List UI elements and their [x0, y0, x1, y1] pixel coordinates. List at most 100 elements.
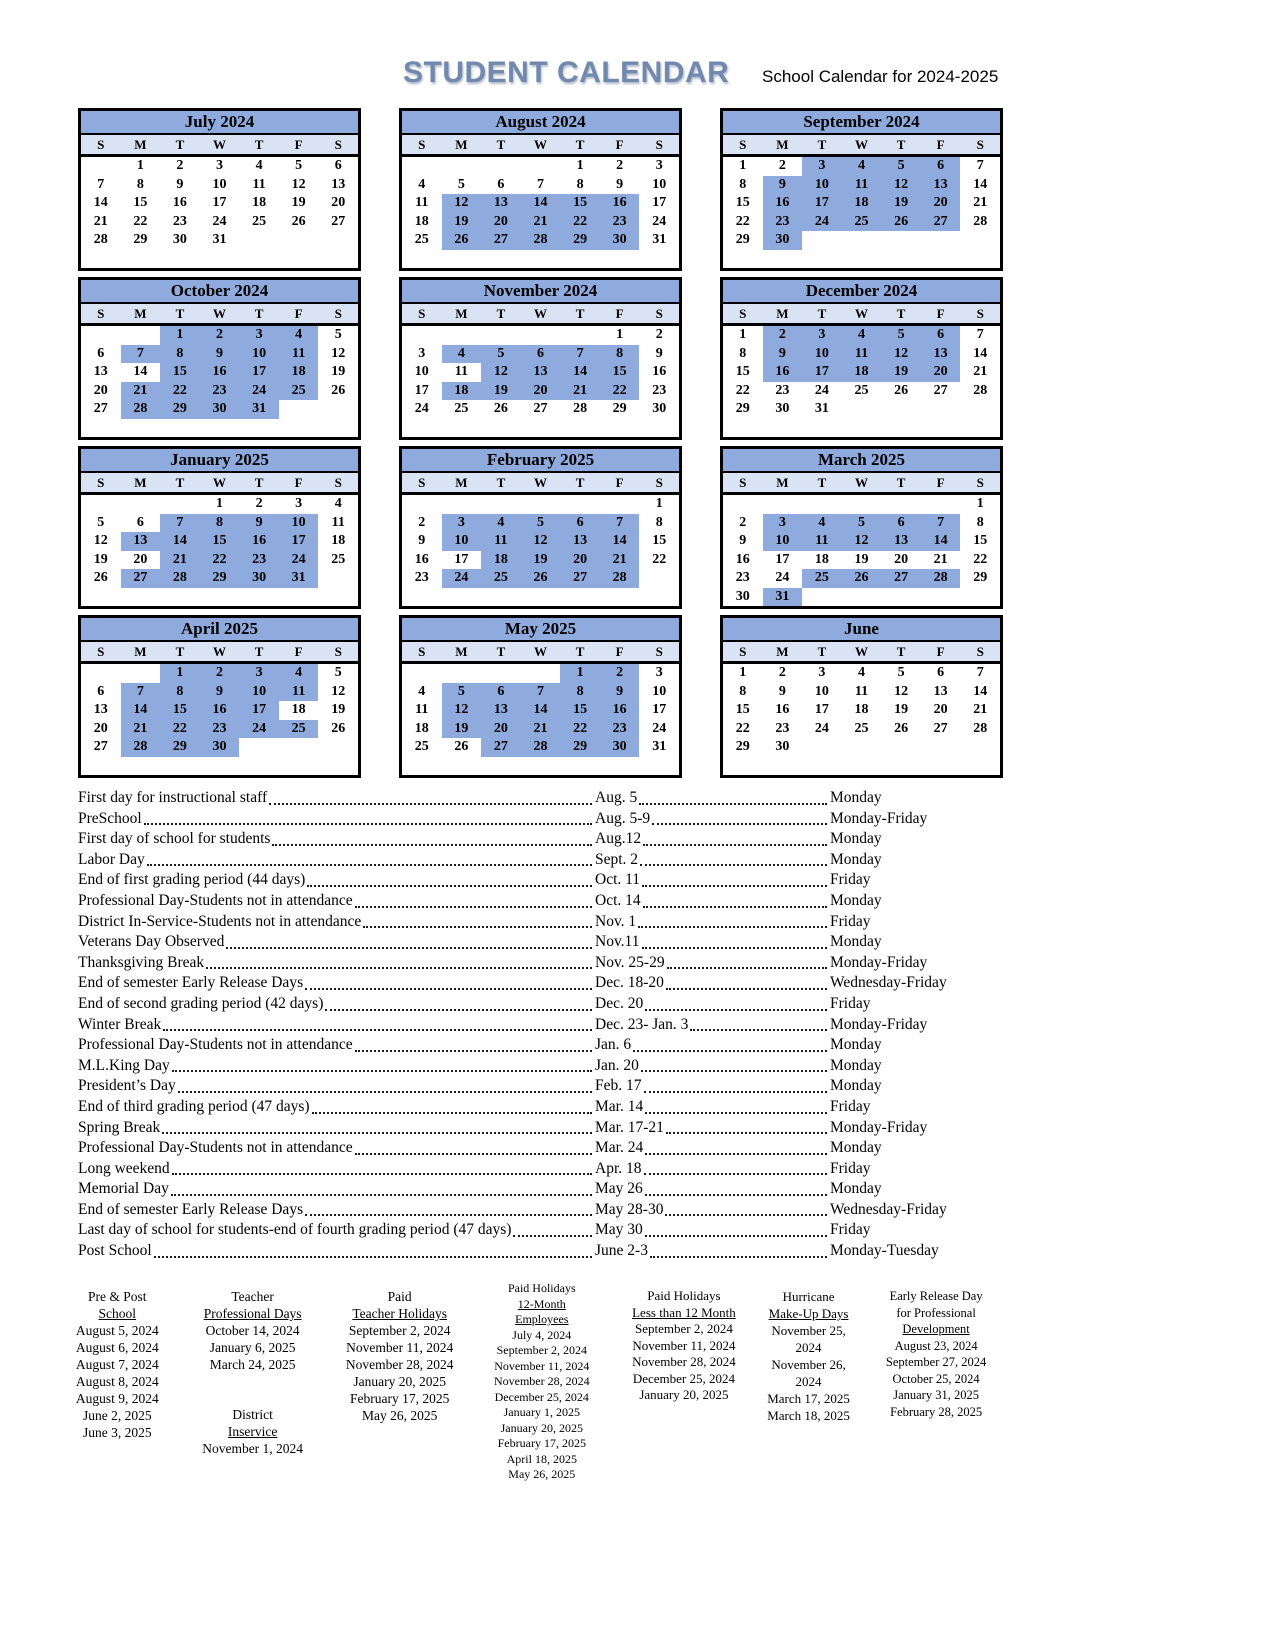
key-date-label-wrap: Professional Day-Students not in attenda… — [78, 891, 595, 912]
day-cell: 10 — [414, 364, 429, 380]
day-cell: 20 — [894, 551, 909, 567]
day-cell — [560, 757, 600, 776]
footer-column-date: May 26, 2025 — [361, 1408, 438, 1423]
day-cell: 3 — [418, 345, 426, 361]
key-date-value-wrap: Dec. 18-20 — [595, 973, 830, 994]
month-august-2024: August 2024 S M T W T F S 1 2 3 4 5 6 7 8 9 10 11 12 13 14 15 1… — [399, 108, 682, 271]
leader-dots — [641, 891, 830, 912]
key-date-value-wrap: Nov. 25-29 — [595, 953, 830, 974]
day-cell — [802, 419, 842, 438]
day-cell: 18 — [331, 533, 346, 549]
key-date-label: Spring Break — [78, 1118, 161, 1136]
leader-dots — [643, 994, 830, 1015]
month-days: 1 2 3 4 5 6 7 8 9 10 11 12 13 14 15 16 17 18 19 20 21 22 23 24 2… — [723, 326, 1000, 437]
day-cell: 7 — [976, 665, 984, 681]
key-date-value: Mar. 17-21 — [595, 1118, 664, 1136]
day-cell-school-day: 8 — [160, 682, 200, 701]
day-cell-school-day: 12 — [881, 344, 921, 363]
weekday-label: M — [455, 644, 468, 659]
key-date-value-wrap: Dec. 23- Jan. 3 — [595, 1015, 830, 1036]
key-date-value: May 26 — [595, 1180, 643, 1198]
day-cell: 7 — [536, 176, 544, 192]
day-cell — [279, 231, 319, 250]
leader-dots — [640, 870, 830, 891]
day-cell — [81, 157, 121, 176]
day-cell-school-day: 28 — [520, 738, 561, 757]
day-cell — [318, 569, 358, 588]
weekday-label: M — [776, 475, 789, 490]
weekday-label: T — [575, 475, 585, 490]
day-cell-school-day: 6 — [920, 157, 961, 176]
key-date-label: End of semester Early Release Days — [78, 974, 304, 992]
weekday-label: M — [134, 644, 147, 659]
day-cell: 12 — [331, 345, 346, 361]
day-cell: 17 — [414, 382, 429, 398]
day-cell-school-day: 17 — [239, 363, 279, 382]
weekday-label: S — [97, 475, 105, 490]
weekday-label: S — [739, 137, 747, 152]
leader-dots — [643, 1097, 830, 1118]
leader-dots — [664, 973, 830, 994]
day-cell: 23 — [172, 213, 187, 229]
day-cell-school-day: 14 — [160, 532, 200, 551]
leader-dots — [170, 1056, 595, 1077]
day-cell-school-day: 23 — [199, 719, 240, 738]
footer-column-date: April 18, 2025 — [506, 1451, 577, 1466]
key-date-day: Monday — [830, 891, 882, 909]
day-cell: 27 — [933, 382, 948, 398]
day-cell — [402, 757, 442, 776]
day-cell-school-day: 13 — [481, 701, 521, 720]
day-cell-school-day: 6 — [520, 344, 561, 363]
key-date-value: Dec. 23- Jan. 3 — [595, 1015, 689, 1033]
day-cell-school-day: 12 — [481, 363, 521, 382]
weekday-label: F — [936, 306, 945, 321]
day-cell-school-day: 12 — [520, 532, 561, 551]
leader-dots — [303, 1200, 595, 1221]
leader-dots — [267, 788, 595, 809]
day-cell-school-day: 21 — [599, 550, 640, 569]
key-date-value: Oct. 14 — [595, 891, 641, 909]
day-cell: 11 — [415, 195, 429, 211]
leader-dots — [270, 829, 595, 850]
day-cell — [442, 588, 482, 607]
key-date-label-wrap: First day of school for students — [78, 829, 595, 850]
day-cell-school-day: 5 — [881, 157, 921, 176]
day-cell-school-day: 27 — [481, 738, 521, 757]
day-cell: 25 — [414, 232, 429, 248]
weekday-label: W — [533, 306, 547, 321]
calendar-months-grid: July 2024 S M T W T F S 1 2 3 4 5 6 7 8 9 10 11 12 13 14 15 16 1… — [78, 108, 1003, 778]
key-date-day: Wednesday-Friday — [830, 974, 947, 992]
day-cell-school-day: 9 — [762, 344, 803, 363]
weekday-label: S — [334, 137, 342, 152]
day-cell — [239, 250, 279, 269]
footer-column-date: February 17, 2025 — [497, 1436, 586, 1450]
day-cell — [402, 419, 442, 438]
day-cell: 19 — [291, 195, 306, 211]
day-cell-school-day: 23 — [199, 381, 240, 400]
key-date-label: Professional Day-Students not in attenda… — [78, 1139, 353, 1157]
day-cell: 31 — [652, 232, 667, 248]
day-cell — [239, 588, 279, 607]
month-november-2024: November 2024 S M T W T F S 1 2 3 4 5 6 7 8 9 10 11 12 13 14 1… — [399, 277, 682, 440]
key-date-value: Aug.12 — [595, 830, 642, 848]
day-cell: 3 — [818, 665, 826, 681]
leader-dots — [160, 1118, 595, 1139]
day-cell — [881, 250, 921, 269]
day-cell-school-day: 22 — [160, 719, 200, 738]
footer-column-subgroup: District Inservice November 1, 2024 — [180, 1406, 326, 1457]
day-cell-school-day: 9 — [199, 682, 240, 701]
key-date-row: President’s Day Feb. 17 Monday — [78, 1076, 983, 1097]
leader-dots — [663, 1200, 830, 1221]
day-cell — [402, 495, 442, 514]
weekday-label: W — [854, 644, 868, 659]
day-cell: 31 — [212, 232, 227, 248]
day-cell — [639, 569, 679, 588]
key-date-day: Friday — [830, 1221, 871, 1239]
key-date-label-wrap: Last day of school for students-end of f… — [78, 1220, 595, 1241]
key-date-row: End of semester Early Release Days May 28… — [78, 1200, 983, 1221]
day-cell: 24 — [652, 720, 667, 736]
weekday-label: S — [739, 306, 747, 321]
key-date-value: Nov.11 — [595, 933, 640, 951]
